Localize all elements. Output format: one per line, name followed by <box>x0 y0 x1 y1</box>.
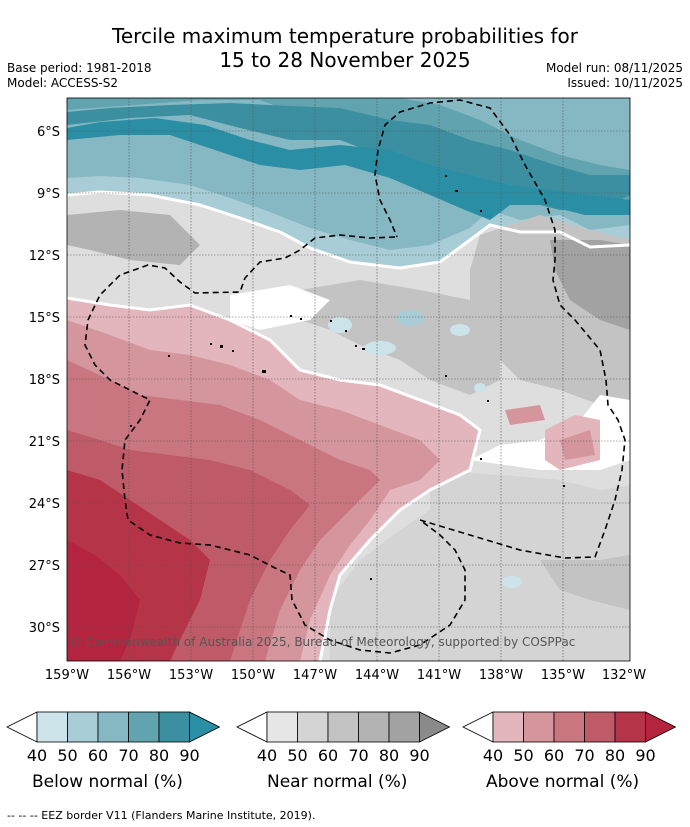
colorbar-cell <box>358 711 390 743</box>
colorbar-tick-label: 40 <box>257 746 277 765</box>
colorbar-cell <box>97 711 129 743</box>
colorbar-cell <box>553 711 585 743</box>
eez-borders <box>84 99 626 654</box>
legend-colorbars: 40 50 60 70 80 90 40 50 60 70 80 90 40 50 60 70 80 90 <box>6 711 677 765</box>
lon-label: 138°W <box>479 668 523 683</box>
colorbar-high-triangle <box>189 711 221 743</box>
colorbar-low-triangle <box>236 711 268 743</box>
colorbar-tick-label: 60 <box>318 746 338 765</box>
colorbar-cell <box>36 711 68 743</box>
lon-label: 141°W <box>417 668 461 683</box>
lon-label: 150°W <box>231 668 275 683</box>
colorbar-tick-label: 80 <box>605 746 625 765</box>
lon-label: 147°W <box>293 668 337 683</box>
issued-date: Issued: 10/11/2025 <box>567 76 683 90</box>
lat-label: 9°S <box>37 187 60 202</box>
islands <box>130 175 565 580</box>
title-line-2: 15 to 28 November 2025 <box>219 48 471 72</box>
colorbar-low-triangle <box>462 711 494 743</box>
colorbar-tick-label: 60 <box>88 746 108 765</box>
lon-label: 153°W <box>169 668 213 683</box>
lat-label: 12°S <box>29 249 60 264</box>
lat-label: 24°S <box>29 497 60 512</box>
lon-label: 135°W <box>541 668 585 683</box>
colorbar-tick-label: 40 <box>27 746 47 765</box>
base-period: Base period: 1981-2018 <box>7 61 152 75</box>
colorbar-tick-label: 70 <box>574 746 594 765</box>
colorbar-tick-label: 70 <box>118 746 138 765</box>
colorbar-cell <box>388 711 420 743</box>
colorbar-cell <box>327 711 359 743</box>
graticule <box>67 98 630 661</box>
colorbar-tick-label: 80 <box>379 746 399 765</box>
lon-label: 144°W <box>355 668 399 683</box>
colorbar-cell <box>67 711 99 743</box>
colorbar-cell <box>266 711 298 743</box>
colorbar-tick-label: 90 <box>409 746 429 765</box>
longitude-labels: 159°W 156°W 153°W 150°W 147°W 144°W 141°… <box>45 668 646 683</box>
lat-label: 15°S <box>29 311 60 326</box>
colorbar-cell <box>614 711 646 743</box>
colorbar-cell <box>158 711 190 743</box>
model-name: Model: ACCESS-S2 <box>7 76 119 90</box>
copyright-text: © Commonwealth of Australia 2025, Bureau… <box>70 635 575 649</box>
colorbar-cell <box>584 711 616 743</box>
colorbar-tick-label: 40 <box>483 746 503 765</box>
map-title: Tercile maximum temperature probabilitie… <box>0 24 690 72</box>
colorbar-cell <box>492 711 524 743</box>
colorbar-tick-label: 80 <box>149 746 169 765</box>
lat-label: 6°S <box>37 125 60 140</box>
colorbar-tick-label: 90 <box>635 746 655 765</box>
below-colorbar: 40 50 60 70 80 90 <box>6 711 221 765</box>
colorbar-high-triangle <box>419 711 451 743</box>
colorbar-cell <box>128 711 160 743</box>
latitude-labels: 6°S 9°S 12°S 15°S 18°S 21°S 24°S 27°S 30… <box>29 125 60 636</box>
below-normal-title: Below normal (%) <box>32 772 183 792</box>
colorbar-tick-label: 50 <box>287 746 307 765</box>
above-normal-title: Above normal (%) <box>486 772 640 792</box>
lon-label: 132°W <box>602 668 646 683</box>
colorbar-cell <box>297 711 329 743</box>
colorbar-tick-label: 50 <box>513 746 533 765</box>
meta-right: Model run: 08/11/2025 Issued: 10/11/2025 <box>546 61 683 91</box>
probability-field <box>67 98 630 661</box>
above-colorbar: 40 50 60 70 80 90 <box>462 711 677 765</box>
map-frame <box>66 97 631 662</box>
lat-label: 21°S <box>29 435 60 450</box>
lat-label: 18°S <box>29 373 60 388</box>
lon-label: 159°W <box>45 668 89 683</box>
colorbar-low-triangle <box>6 711 38 743</box>
title-line-1: Tercile maximum temperature probabilitie… <box>112 24 578 48</box>
lat-label: 30°S <box>29 621 60 636</box>
eez-footer-note: -- -- -- EEZ border V11 (Flanders Marine… <box>7 809 316 822</box>
near-colorbar: 40 50 60 70 80 90 <box>236 711 451 765</box>
colorbar-tick-label: 50 <box>57 746 77 765</box>
colorbar-tick-label: 90 <box>179 746 199 765</box>
colorbar-tick-label: 60 <box>544 746 564 765</box>
model-run: Model run: 08/11/2025 <box>545 61 683 75</box>
lat-label: 27°S <box>29 559 60 574</box>
colorbar-tick-label: 70 <box>348 746 368 765</box>
colorbar-cell <box>523 711 555 743</box>
meta-left: Base period: 1981-2018 Model: ACCESS-S2 <box>7 61 152 91</box>
lon-label: 156°W <box>107 668 151 683</box>
colorbar-high-triangle <box>645 711 677 743</box>
near-normal-title: Near normal (%) <box>267 772 408 792</box>
